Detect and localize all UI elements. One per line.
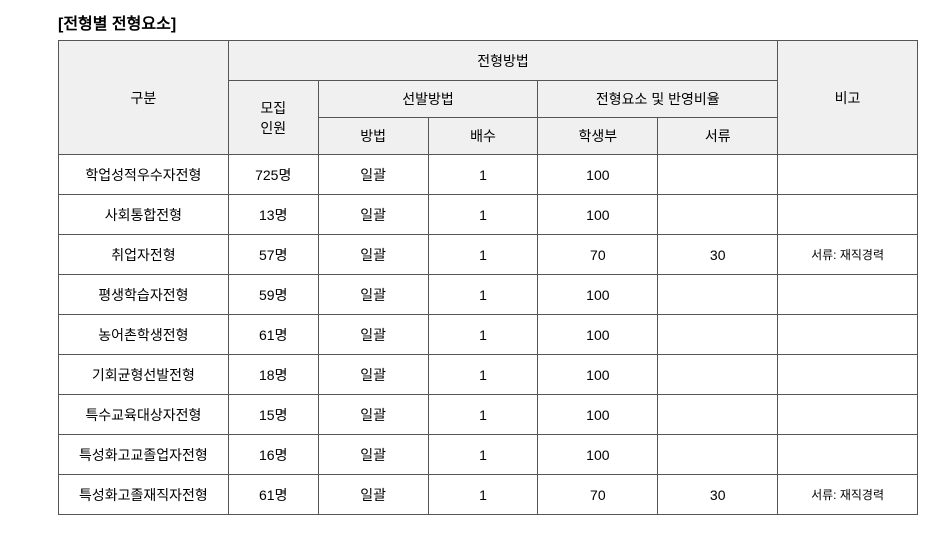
cell-record: 100 (538, 355, 658, 395)
cell-method: 일괄 (318, 435, 428, 475)
table-row: 사회통합전형13명일괄1100 (59, 195, 918, 235)
cell-note (778, 355, 918, 395)
cell-note (778, 195, 918, 235)
cell-doc (658, 275, 778, 315)
cell-record: 70 (538, 475, 658, 515)
table-row: 평생학습자전형59명일괄1100 (59, 275, 918, 315)
cell-count: 18명 (228, 355, 318, 395)
cell-count: 59명 (228, 275, 318, 315)
cell-category: 평생학습자전형 (59, 275, 229, 315)
header-selection-method: 방법 (318, 118, 428, 155)
cell-multiple: 1 (428, 195, 538, 235)
cell-doc (658, 195, 778, 235)
cell-doc (658, 395, 778, 435)
admission-table: 구분 전형방법 비고 모집 인원 선발방법 전형요소 및 반영비율 방법 배수 … (58, 40, 918, 515)
cell-multiple: 1 (428, 275, 538, 315)
cell-count: 61명 (228, 315, 318, 355)
section-title: [전형별 전형요소] (30, 10, 914, 34)
cell-multiple: 1 (428, 155, 538, 195)
cell-record: 70 (538, 235, 658, 275)
cell-category: 취업자전형 (59, 235, 229, 275)
header-element-doc: 서류 (658, 118, 778, 155)
cell-doc: 30 (658, 235, 778, 275)
cell-method: 일괄 (318, 275, 428, 315)
header-method-group: 전형방법 (228, 41, 777, 81)
cell-method: 일괄 (318, 315, 428, 355)
cell-note: 서류: 재직경력 (778, 235, 918, 275)
cell-doc (658, 155, 778, 195)
cell-record: 100 (538, 435, 658, 475)
table-row: 특성화고졸재직자전형61명일괄17030서류: 재직경력 (59, 475, 918, 515)
cell-record: 100 (538, 395, 658, 435)
cell-multiple: 1 (428, 475, 538, 515)
cell-note (778, 395, 918, 435)
header-note: 비고 (778, 41, 918, 155)
cell-count: 61명 (228, 475, 318, 515)
table-row: 특성화고교졸업자전형16명일괄1100 (59, 435, 918, 475)
cell-category: 특성화고졸재직자전형 (59, 475, 229, 515)
cell-record: 100 (538, 315, 658, 355)
cell-category: 학업성적우수자전형 (59, 155, 229, 195)
cell-method: 일괄 (318, 355, 428, 395)
cell-category: 농어촌학생전형 (59, 315, 229, 355)
cell-category: 기회균형선발전형 (59, 355, 229, 395)
cell-count: 57명 (228, 235, 318, 275)
table-row: 농어촌학생전형61명일괄1100 (59, 315, 918, 355)
header-count: 모집 인원 (228, 81, 318, 155)
cell-multiple: 1 (428, 235, 538, 275)
cell-multiple: 1 (428, 395, 538, 435)
cell-doc: 30 (658, 475, 778, 515)
table-row: 취업자전형57명일괄17030서류: 재직경력 (59, 235, 918, 275)
cell-method: 일괄 (318, 475, 428, 515)
cell-count: 725명 (228, 155, 318, 195)
cell-doc (658, 435, 778, 475)
cell-category: 특성화고교졸업자전형 (59, 435, 229, 475)
cell-record: 100 (538, 155, 658, 195)
cell-count: 16명 (228, 435, 318, 475)
cell-note (778, 155, 918, 195)
header-selection-group: 선발방법 (318, 81, 538, 118)
cell-method: 일괄 (318, 395, 428, 435)
cell-note (778, 315, 918, 355)
table-body: 학업성적우수자전형725명일괄1100사회통합전형13명일괄1100취업자전형5… (59, 155, 918, 515)
cell-method: 일괄 (318, 235, 428, 275)
cell-method: 일괄 (318, 155, 428, 195)
cell-count: 15명 (228, 395, 318, 435)
cell-note: 서류: 재직경력 (778, 475, 918, 515)
cell-count: 13명 (228, 195, 318, 235)
cell-doc (658, 315, 778, 355)
table-row: 기회균형선발전형18명일괄1100 (59, 355, 918, 395)
header-selection-multiple: 배수 (428, 118, 538, 155)
cell-category: 사회통합전형 (59, 195, 229, 235)
cell-multiple: 1 (428, 435, 538, 475)
cell-note (778, 435, 918, 475)
table-row: 학업성적우수자전형725명일괄1100 (59, 155, 918, 195)
table-row: 특수교육대상자전형15명일괄1100 (59, 395, 918, 435)
cell-note (778, 275, 918, 315)
cell-doc (658, 355, 778, 395)
cell-multiple: 1 (428, 315, 538, 355)
header-element-group: 전형요소 및 반영비율 (538, 81, 778, 118)
header-category: 구분 (59, 41, 229, 155)
cell-record: 100 (538, 275, 658, 315)
cell-method: 일괄 (318, 195, 428, 235)
cell-category: 특수교육대상자전형 (59, 395, 229, 435)
cell-record: 100 (538, 195, 658, 235)
cell-multiple: 1 (428, 355, 538, 395)
header-element-record: 학생부 (538, 118, 658, 155)
